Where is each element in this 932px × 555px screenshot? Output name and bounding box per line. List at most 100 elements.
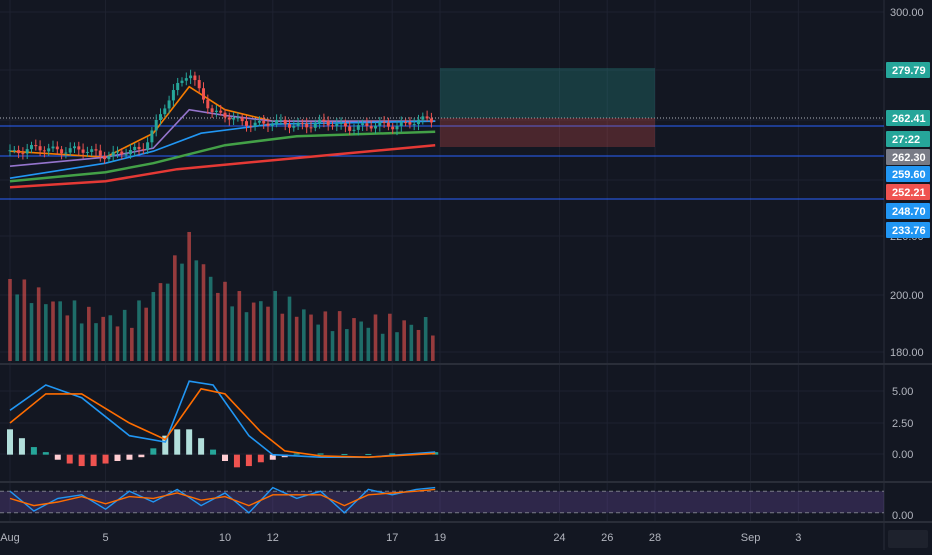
candle-body	[374, 125, 377, 129]
macd-histogram-bar	[269, 454, 276, 460]
macd-histogram-bar	[222, 454, 228, 461]
stoch-band	[0, 491, 884, 513]
candle-body	[150, 130, 154, 143]
price-tag: 233.76	[886, 222, 930, 238]
candle-body	[348, 126, 352, 131]
volume-bar	[345, 329, 349, 361]
price-tag: 262.30	[886, 149, 930, 165]
volume-bar	[137, 300, 141, 361]
price-tag: 252.21	[886, 184, 930, 200]
candle-body	[382, 122, 386, 124]
volume-bar	[151, 292, 156, 361]
candle-body	[288, 124, 291, 128]
volume-bar	[122, 309, 127, 361]
candle-body	[124, 154, 128, 156]
macd-histogram-bar	[432, 452, 439, 455]
time-tick-label: 5	[102, 532, 108, 544]
price-axis[interactable]: 300.00220.00200.00180.00279.79262.4127:2…	[886, 7, 930, 522]
volume-bar	[158, 283, 163, 361]
candle-body	[206, 99, 210, 109]
time-tick-label: Aug	[0, 532, 20, 544]
macd-histogram-bar	[30, 447, 37, 455]
ma-line-ma_green	[9, 130, 436, 183]
candle-body	[305, 123, 309, 128]
volume-bars	[8, 231, 435, 361]
volume-bar	[431, 335, 435, 361]
macd-histogram-bar	[90, 454, 97, 467]
candle-body	[55, 146, 59, 150]
price-tick-label: 300.00	[890, 7, 924, 19]
candle-body	[116, 151, 119, 153]
candle-body	[292, 125, 296, 128]
price-tick-label: 200.00	[890, 290, 924, 302]
candle-body	[25, 149, 29, 154]
candle-body	[180, 80, 184, 83]
volume-bar	[388, 313, 392, 361]
candle-body	[300, 122, 304, 124]
volume-bar	[337, 311, 342, 361]
candle-body	[193, 75, 197, 81]
macd-tick-label: 5.00	[892, 386, 913, 398]
candle-body	[352, 129, 356, 131]
macd-pane	[7, 380, 439, 468]
price-tag: 27:22	[886, 131, 930, 147]
volume-bar	[330, 331, 335, 361]
volume-bar	[165, 283, 170, 361]
candle-body	[322, 119, 326, 122]
macd-histogram-bar	[198, 438, 205, 455]
candle-body	[81, 149, 85, 153]
stop-zone	[440, 118, 655, 147]
volume-bar	[29, 303, 34, 361]
candle-body	[42, 150, 46, 152]
horizontal-levels[interactable]	[0, 117, 884, 200]
macd-histogram-bar	[150, 448, 157, 455]
time-tick-label: 28	[649, 532, 661, 544]
price-tag-bg	[886, 149, 930, 165]
volume-bar	[259, 301, 263, 361]
candle-body	[283, 119, 287, 125]
volume-bar	[416, 329, 421, 361]
candle-body	[47, 148, 51, 152]
candle-body	[77, 146, 81, 150]
macd-histogram-bar	[389, 453, 396, 455]
time-axis[interactable]: Aug 5 10 12 17 19 24 26 28 Sep 3	[0, 530, 928, 548]
time-tick-label: Sep	[741, 532, 761, 544]
candle-body	[159, 114, 162, 120]
time-tick-label: 26	[601, 532, 613, 544]
macd-histogram-bar	[186, 429, 193, 455]
candle-body	[240, 117, 244, 122]
macd-histogram-bar	[210, 449, 217, 455]
macd-histogram-bar	[78, 454, 85, 467]
candle-body	[331, 125, 334, 127]
volume-bar	[15, 294, 19, 361]
candle-body	[210, 108, 214, 112]
candle-body	[253, 122, 257, 127]
candle-body	[60, 149, 64, 154]
price-tag-label: 252.21	[892, 187, 926, 199]
macd-tick-label: 2.50	[892, 418, 913, 430]
candle-body	[17, 150, 21, 154]
volume-bar	[409, 324, 414, 361]
price-tag-bg	[886, 222, 930, 238]
volume-bar	[359, 321, 363, 361]
macd-line	[9, 380, 436, 458]
stoch-k-line	[9, 486, 436, 514]
volume-bar	[223, 281, 227, 361]
candle-body	[214, 110, 218, 112]
candle-body	[146, 142, 150, 150]
volume-bar	[144, 307, 148, 361]
volume-bar	[208, 276, 213, 361]
macd-histogram-bar	[245, 454, 252, 467]
candle-body	[189, 75, 193, 79]
price-tag-label: 27:22	[892, 134, 920, 146]
long-position-tool[interactable]	[440, 68, 655, 147]
volume-bar	[380, 333, 385, 361]
candle-body	[339, 122, 343, 124]
candle-body	[64, 152, 68, 154]
macd-histogram-bar	[54, 454, 61, 460]
candle-body	[335, 123, 339, 127]
time-tick-label: 19	[434, 532, 446, 544]
candlesticks	[8, 69, 433, 164]
